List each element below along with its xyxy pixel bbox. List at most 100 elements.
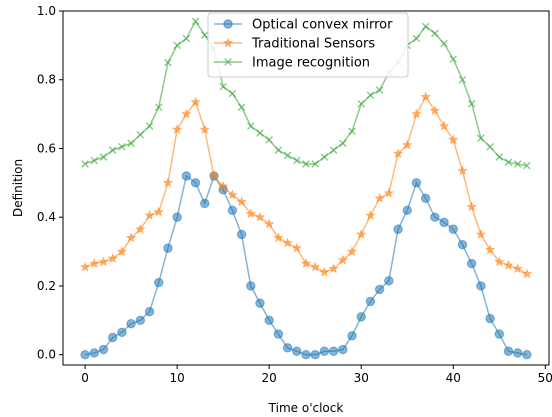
data-point xyxy=(402,205,412,216)
data-point xyxy=(319,266,330,277)
data-point xyxy=(89,348,99,358)
data-point xyxy=(282,237,293,248)
y-tick-label: 0.4 xyxy=(37,210,56,224)
data-point xyxy=(466,258,477,269)
data-point xyxy=(366,91,375,99)
data-point xyxy=(430,212,440,222)
data-point xyxy=(512,263,523,274)
data-point xyxy=(227,189,238,200)
data-point xyxy=(486,142,494,151)
x-tick-label: 30 xyxy=(354,371,369,385)
data-point xyxy=(162,177,174,188)
data-point xyxy=(420,91,431,102)
data-point xyxy=(457,165,468,176)
data-point xyxy=(513,348,523,358)
data-point xyxy=(300,258,312,269)
data-point xyxy=(411,108,422,119)
data-point xyxy=(365,209,376,220)
data-point xyxy=(293,156,301,165)
data-point xyxy=(457,240,468,250)
data-point xyxy=(292,346,302,356)
legend-item: Traditional Sensors xyxy=(214,37,375,52)
data-point xyxy=(421,22,430,31)
data-point xyxy=(135,315,146,326)
data-point xyxy=(392,148,404,159)
data-point xyxy=(504,158,513,166)
data-point xyxy=(338,344,348,355)
data-point xyxy=(200,198,210,209)
x-tick-label: 20 xyxy=(262,371,277,385)
data-point xyxy=(319,346,330,356)
y-tick-label: 0.0 xyxy=(37,348,56,362)
data-point xyxy=(256,129,264,137)
data-point xyxy=(107,252,118,263)
data-point xyxy=(265,136,273,144)
data-point xyxy=(273,232,284,243)
data-point xyxy=(245,208,257,219)
y-axis-label: Definition xyxy=(11,159,25,217)
data-point xyxy=(503,259,514,270)
legend-box xyxy=(207,12,409,78)
data-point xyxy=(503,346,514,356)
data-point xyxy=(154,277,164,288)
data-point xyxy=(263,218,275,229)
data-point xyxy=(301,349,311,360)
data-point xyxy=(108,332,118,343)
data-point xyxy=(98,344,109,355)
data-point xyxy=(190,96,201,107)
data-point xyxy=(431,29,439,38)
data-point xyxy=(264,315,274,326)
y-tick-label: 0.2 xyxy=(37,279,56,293)
x-tick-label: 0 xyxy=(81,371,89,385)
data-point xyxy=(182,34,191,43)
data-point xyxy=(219,82,227,91)
data-point xyxy=(495,153,504,161)
data-point xyxy=(475,228,487,239)
data-point xyxy=(135,223,146,234)
legend-item: Optical convex mirror xyxy=(214,18,393,33)
data-point xyxy=(98,256,109,267)
data-point xyxy=(328,346,339,356)
x-tick-label: 50 xyxy=(538,371,552,385)
data-point xyxy=(476,281,486,291)
data-point xyxy=(513,160,522,168)
y-tick-label: 0.8 xyxy=(37,73,56,87)
data-point xyxy=(484,244,496,255)
data-point xyxy=(449,55,458,63)
data-point xyxy=(374,284,385,295)
data-point xyxy=(374,192,385,203)
data-point xyxy=(458,75,467,84)
data-point xyxy=(494,256,505,267)
data-point xyxy=(291,242,303,253)
legend-label: Image recognition xyxy=(252,56,370,71)
data-point xyxy=(365,296,376,307)
axes-layer: 0 10 20 30 40 50 0.0 0.2 0.4 0.6 0.8 1.0 xyxy=(37,4,552,385)
data-point xyxy=(200,31,209,39)
data-point xyxy=(274,146,283,154)
data-point xyxy=(199,124,210,135)
data-point xyxy=(466,201,477,212)
data-point xyxy=(81,160,89,168)
data-point xyxy=(282,343,293,353)
data-point xyxy=(494,329,504,339)
data-point xyxy=(347,331,357,341)
series-layer xyxy=(79,17,533,360)
data-point xyxy=(355,228,367,239)
x-tick-label: 10 xyxy=(169,371,184,385)
data-point xyxy=(384,276,394,286)
data-point xyxy=(310,349,320,360)
x-axis-label: Time o'clock xyxy=(268,401,344,415)
data-point xyxy=(164,58,172,67)
data-point xyxy=(393,224,403,234)
legend-item: Image recognition xyxy=(214,56,370,71)
data-point xyxy=(255,298,265,308)
data-point xyxy=(356,312,366,322)
data-point xyxy=(144,209,155,220)
data-point xyxy=(236,229,247,240)
data-point xyxy=(440,39,448,48)
legend-marker xyxy=(223,19,233,29)
x-tick-label: 40 xyxy=(446,371,461,385)
data-point xyxy=(439,217,449,228)
legend: Optical convex mirror Traditional Sensors… xyxy=(207,12,409,78)
